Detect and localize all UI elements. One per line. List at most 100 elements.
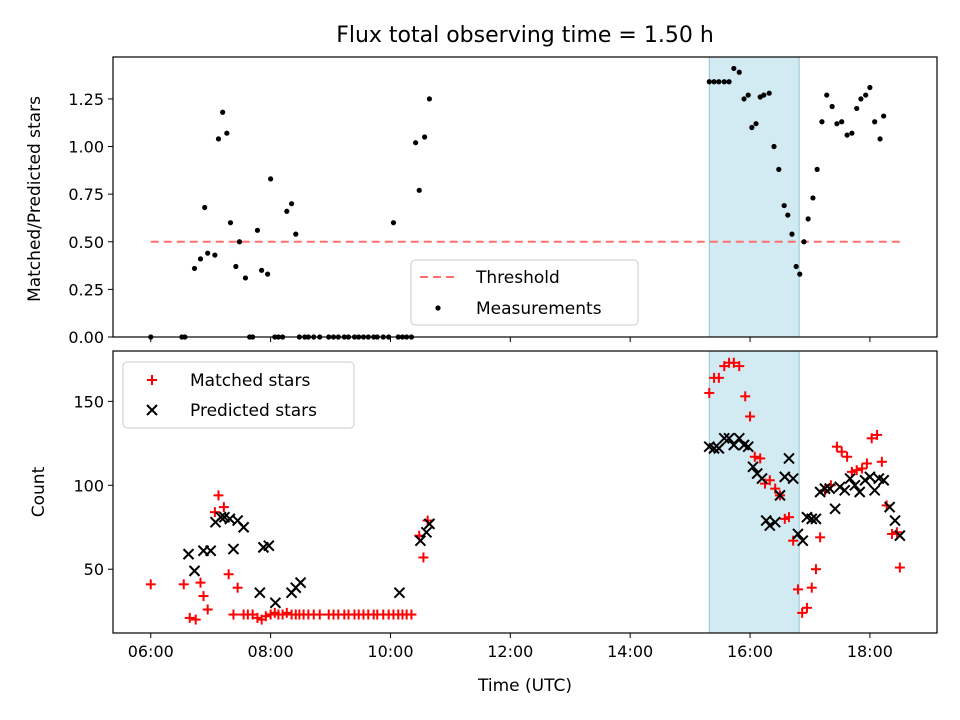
x-stroke bbox=[756, 472, 768, 485]
predicted-star-point bbox=[797, 534, 809, 547]
measurement-point bbox=[731, 65, 737, 72]
x-stroke bbox=[797, 534, 809, 547]
matched-star-point bbox=[218, 502, 229, 513]
x-stroke bbox=[237, 521, 250, 533]
x-tick-label: 06:00 bbox=[128, 642, 174, 661]
ratio-x-ticks bbox=[150, 337, 871, 342]
x-stroke bbox=[859, 474, 871, 486]
count-axes-frame bbox=[112, 350, 938, 634]
legend-box bbox=[122, 361, 355, 429]
matched-star-point bbox=[209, 507, 220, 518]
measurement-point bbox=[721, 79, 727, 85]
x-stroke bbox=[889, 514, 901, 527]
predicted-star-point bbox=[708, 442, 720, 455]
x-stroke bbox=[420, 526, 433, 538]
y-tick-label: 0.75 bbox=[68, 185, 104, 204]
x-stroke bbox=[806, 513, 818, 525]
x-tick-label: 10:00 bbox=[367, 642, 413, 661]
measurements-series bbox=[148, 65, 887, 340]
measurement-point bbox=[191, 265, 198, 272]
predicted-star-point bbox=[894, 529, 906, 542]
measurement-point bbox=[810, 195, 816, 201]
matched-star-point bbox=[749, 451, 760, 462]
chart-title: Flux total observing time = 1.50 h bbox=[336, 23, 714, 48]
matched-star-point bbox=[815, 532, 826, 543]
x-axis-label: Time (UTC) bbox=[477, 676, 572, 696]
y-tick-label: 1.00 bbox=[68, 138, 104, 157]
x-stroke bbox=[294, 576, 307, 589]
predicted-star-point bbox=[849, 479, 861, 491]
matched-star-point bbox=[314, 609, 325, 620]
measurement-point bbox=[863, 92, 869, 98]
measurement-point bbox=[215, 136, 222, 142]
x-stroke bbox=[738, 439, 750, 451]
x-stroke bbox=[774, 489, 786, 502]
matched-star-point bbox=[887, 528, 898, 539]
x-stroke bbox=[723, 432, 735, 444]
predicted-star-point bbox=[824, 482, 836, 495]
y-tick-label: 0.25 bbox=[68, 280, 104, 299]
measurement-point bbox=[867, 84, 873, 91]
x-stroke bbox=[819, 482, 831, 495]
matched-star-point bbox=[147, 375, 157, 385]
x-stroke bbox=[760, 514, 772, 527]
measurement-point bbox=[711, 79, 717, 85]
measurement-point bbox=[205, 250, 211, 256]
predicted-star-point bbox=[269, 597, 282, 609]
measurement-point bbox=[293, 231, 299, 237]
predicted-star-point bbox=[883, 501, 896, 513]
measurement-point bbox=[254, 227, 261, 233]
ratio-y-axis-label: Matched/Predicted stars bbox=[25, 96, 45, 302]
x-stroke bbox=[188, 565, 201, 577]
matched-star-point bbox=[836, 446, 847, 457]
x-stroke bbox=[718, 432, 730, 444]
count-x-ticks: 06:00 08:00 10:00 12:00 14:00 16:00 18:00 bbox=[128, 633, 893, 661]
matched-star-point bbox=[422, 515, 433, 526]
predicted-star-point bbox=[742, 440, 754, 453]
measurement-point bbox=[416, 187, 422, 193]
observing-window-highlight bbox=[708, 56, 800, 338]
y-tick-label: 50 bbox=[84, 560, 104, 579]
matched-star-point bbox=[260, 611, 271, 622]
matched-star-point bbox=[223, 569, 234, 580]
predicted-star-point bbox=[859, 474, 871, 486]
predicted-star-point bbox=[806, 513, 818, 525]
measurement-point bbox=[858, 96, 864, 102]
predicted-star-point bbox=[764, 519, 776, 532]
predicted-star-point bbox=[877, 474, 890, 486]
matched-star-point bbox=[806, 582, 817, 593]
y-tick-label: 1.25 bbox=[68, 90, 104, 109]
matched-star-point bbox=[228, 609, 239, 620]
x-stroke bbox=[733, 432, 745, 444]
x-stroke bbox=[227, 543, 240, 555]
measurement-point bbox=[749, 124, 755, 131]
predicted-star-point bbox=[414, 534, 427, 547]
matched-star-point bbox=[406, 609, 417, 620]
x-stroke bbox=[769, 516, 781, 528]
predicted-star-point bbox=[819, 482, 831, 495]
measurement-point bbox=[413, 140, 419, 146]
measurement-point bbox=[776, 166, 782, 172]
measurement-point bbox=[789, 231, 795, 237]
x-stroke bbox=[810, 513, 822, 525]
matched-star-point bbox=[202, 604, 213, 615]
predicted-star-point bbox=[733, 432, 745, 444]
matched-star-point bbox=[797, 607, 808, 618]
matched-star-point bbox=[831, 441, 842, 452]
legend-predicted-label: Predicted stars bbox=[190, 401, 317, 421]
predicted-star-point bbox=[747, 461, 759, 473]
predicted-star-point bbox=[760, 514, 772, 527]
measurement-point bbox=[259, 267, 265, 273]
matched-star-point bbox=[755, 453, 766, 464]
matched-star-point bbox=[745, 411, 756, 422]
predicted-stars-series bbox=[182, 432, 906, 609]
x-stroke bbox=[849, 479, 861, 491]
x-stroke bbox=[263, 540, 275, 552]
matched-stars-series bbox=[145, 357, 905, 625]
measurement-point bbox=[268, 176, 274, 182]
matched-star-point bbox=[184, 612, 195, 623]
x-stroke bbox=[779, 471, 791, 483]
x-stroke bbox=[713, 442, 725, 455]
x-stroke bbox=[231, 514, 244, 527]
